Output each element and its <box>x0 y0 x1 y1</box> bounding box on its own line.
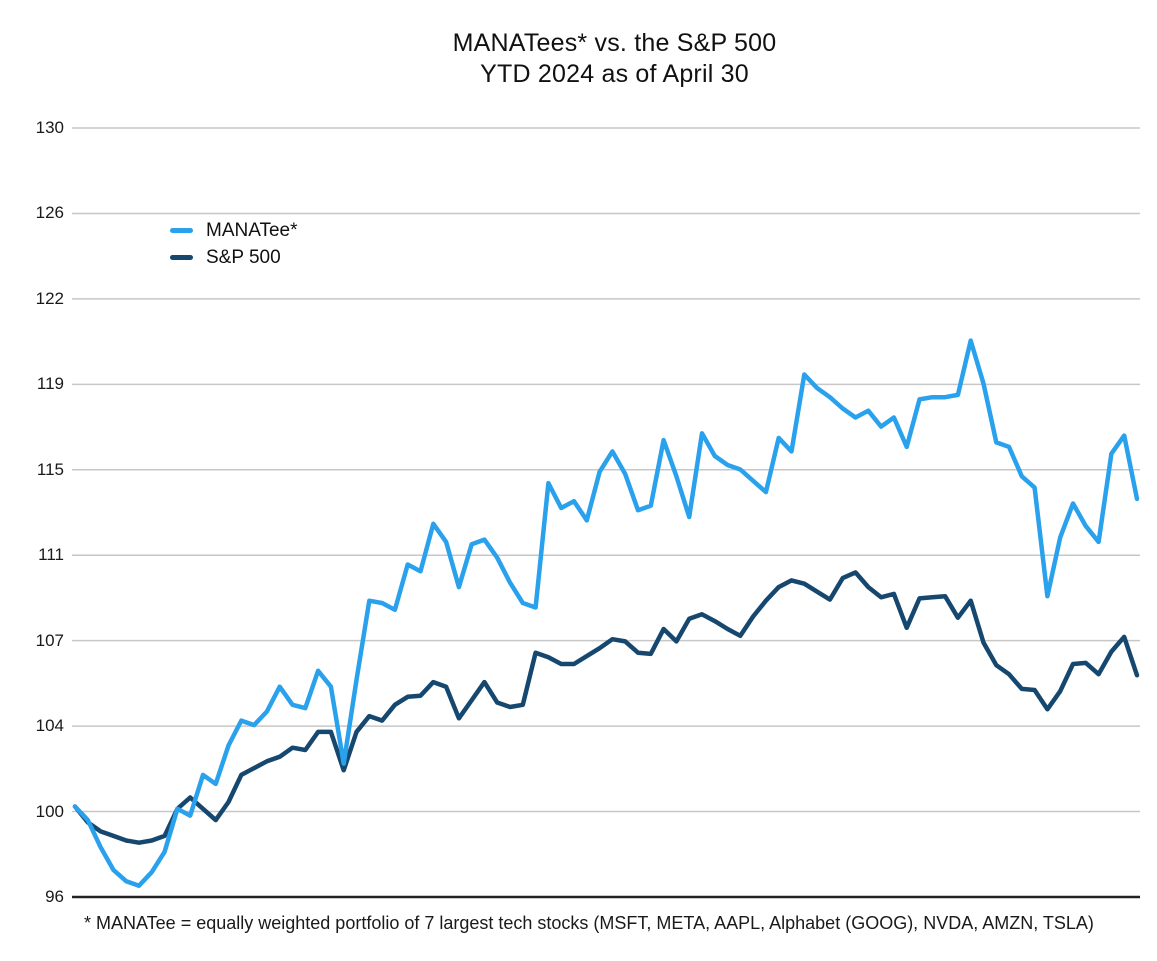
series-line-sp500 <box>72 570 1140 845</box>
y-axis-tick-label: 100 <box>35 801 64 821</box>
legend-label-sp500: S&P 500 <box>206 246 281 268</box>
footnote: * MANATee = equally weighted portfolio o… <box>84 913 1094 933</box>
y-axis-tick-label: 96 <box>45 887 64 906</box>
chart-title-line2: YTD 2024 as of April 30 <box>480 60 749 88</box>
y-axis-tick-label: 115 <box>36 459 64 479</box>
y-axis-tick-label: 126 <box>35 203 64 223</box>
series-line-manatee <box>72 338 1140 888</box>
y-axis-tick-label: 107 <box>35 630 64 650</box>
y-axis-tick-label: 119 <box>36 374 64 394</box>
y-axis-tick-label: 122 <box>35 288 64 308</box>
chart-title: MANATees* vs. the S&P 500 YTD 2024 as of… <box>72 28 1157 90</box>
legend-label-manatee: MANATee* <box>206 219 298 241</box>
legend-item-manatee: MANATee* <box>170 217 298 244</box>
y-axis-tick-label: 111 <box>38 545 64 565</box>
legend-swatch-sp500-icon <box>170 255 193 260</box>
legend-item-sp500: S&P 500 <box>170 244 298 271</box>
legend-swatch-manatee-icon <box>170 228 193 233</box>
chart-title-line1: MANATees* vs. the S&P 500 <box>452 29 777 57</box>
legend: MANATee* S&P 500 <box>170 217 298 271</box>
y-axis-tick-label: 104 <box>35 716 64 736</box>
y-axis-tick-label: 130 <box>35 118 64 137</box>
